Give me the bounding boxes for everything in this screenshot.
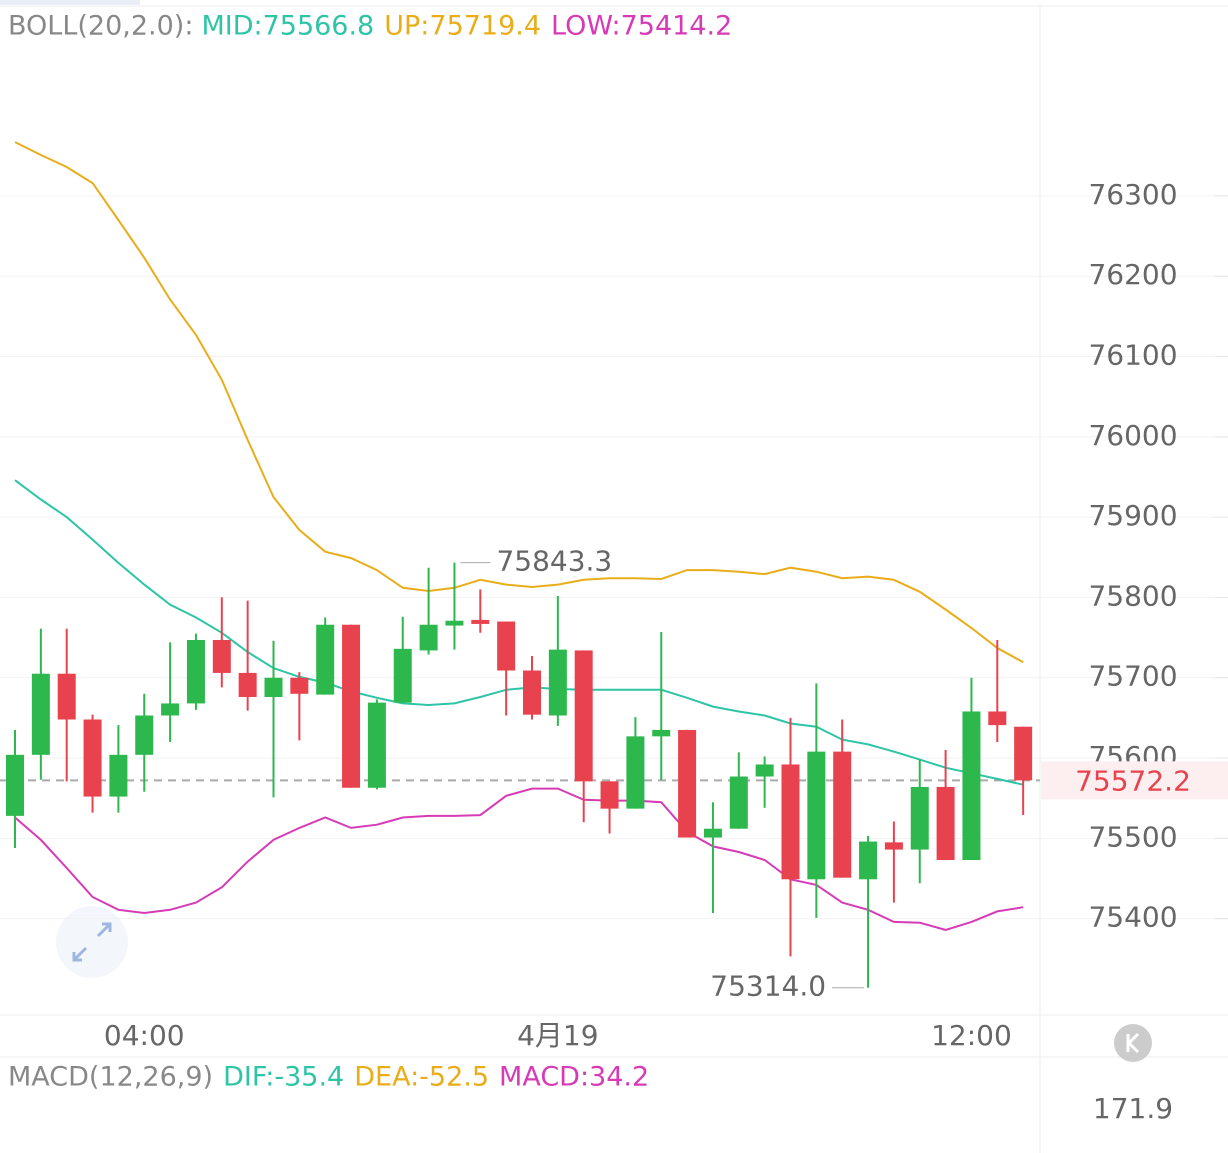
x-tick-label: 04:00 — [104, 1019, 185, 1052]
candle-body — [161, 703, 180, 716]
macd-axis-label: 171.9 — [1093, 1092, 1173, 1125]
candle-body — [212, 639, 231, 673]
y-tick-label: 75500 — [1088, 820, 1177, 853]
candles — [6, 562, 1033, 988]
candle-body — [393, 648, 412, 703]
y-tick-label: 76200 — [1088, 258, 1177, 291]
candle-body — [83, 719, 102, 797]
candle-body — [238, 672, 257, 698]
candle-body — [57, 673, 76, 720]
candle-body — [419, 624, 438, 651]
y-tick-label: 76300 — [1088, 178, 1177, 211]
indicator-label: BOLL(20,2.0): — [8, 11, 193, 42]
candle-body — [523, 670, 541, 715]
y-tick-label: 75900 — [1088, 499, 1177, 532]
candle-body — [626, 736, 645, 809]
candle-body — [807, 751, 826, 880]
candle-body — [833, 751, 852, 878]
candle-body — [186, 639, 205, 704]
candle-body — [936, 786, 955, 861]
boll-line — [14, 479, 1024, 786]
expand-arrows[interactable] — [72, 922, 112, 962]
candle-body — [781, 764, 800, 880]
candle-body — [316, 624, 335, 695]
y-tick-label: 76100 — [1088, 339, 1177, 372]
candle-body — [1014, 726, 1033, 781]
y-tick-label: 75700 — [1088, 660, 1177, 693]
candle-body — [962, 711, 981, 861]
high-marker-label: 75843.3 — [496, 545, 612, 578]
candle-body — [471, 619, 490, 624]
legend-entry: MID:75566.8 — [201, 11, 374, 42]
y-tick-label: 75800 — [1088, 579, 1177, 612]
candle-body — [31, 673, 50, 755]
candle-body — [135, 715, 154, 755]
candle-body — [574, 650, 593, 782]
candle-body — [859, 841, 878, 880]
y-tick-label: 76000 — [1088, 419, 1177, 452]
last-price-box — [1041, 761, 1228, 800]
candle-body — [290, 677, 309, 694]
candle-body — [600, 781, 619, 809]
k-button[interactable] — [1114, 1024, 1152, 1062]
candle-body — [6, 754, 24, 816]
candle-body — [988, 711, 1007, 726]
candle-body — [264, 677, 283, 698]
last-price-label: 75572.2 — [1075, 764, 1191, 797]
candle-body — [729, 776, 748, 829]
candle-body — [652, 729, 671, 737]
candle-body — [342, 624, 361, 788]
macd-legend-entry: DEA:-52.5 — [354, 1062, 489, 1093]
legend-entry: LOW:75414.2 — [551, 11, 732, 42]
candle-body — [884, 842, 903, 850]
top-tab — [0, 0, 140, 5]
x-tick-label: 4月19 — [517, 1019, 598, 1052]
candle-body — [703, 828, 722, 838]
boll-line — [14, 141, 1024, 664]
boll-line — [14, 787, 1024, 931]
x-tick-label: 12:00 — [931, 1019, 1012, 1052]
macd-legend-entry: DIF:-35.4 — [223, 1062, 344, 1093]
legend-entry: UP:75719.4 — [384, 11, 541, 42]
expand-icon[interactable] — [56, 906, 128, 978]
macd-legend-entry: MACD:34.2 — [499, 1062, 649, 1093]
candle-body — [109, 754, 128, 797]
candle-body — [367, 702, 386, 788]
k-button-bg[interactable] — [1114, 1024, 1152, 1062]
candle-body — [910, 786, 929, 850]
macd-title: MACD(12,26,9) — [8, 1062, 213, 1093]
candle-body — [497, 621, 516, 671]
candle-body — [548, 649, 567, 716]
expand-bg[interactable] — [56, 906, 128, 978]
candle-body — [755, 764, 774, 777]
k-button-glyph[interactable] — [1126, 1032, 1140, 1054]
candle-body — [445, 620, 464, 626]
low-marker-label: 75314.0 — [710, 970, 826, 1003]
y-tick-label: 75400 — [1088, 901, 1177, 934]
candle-body — [678, 729, 697, 838]
